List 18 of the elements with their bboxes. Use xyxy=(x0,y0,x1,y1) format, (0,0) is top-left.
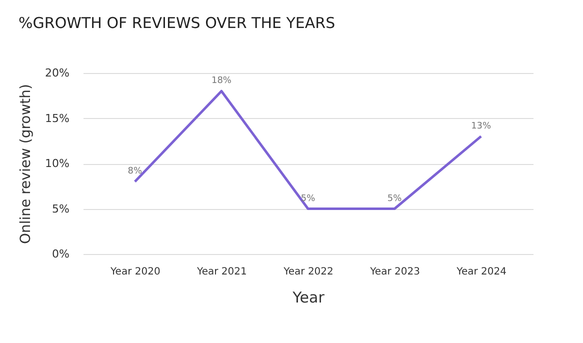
x-tick-label: Year 2023 xyxy=(369,266,420,278)
x-axis-title: Year xyxy=(292,288,326,306)
y-tick-label: 20% xyxy=(45,66,70,80)
x-tick-label: Year 2022 xyxy=(282,266,334,278)
data-label: 13% xyxy=(471,121,492,132)
data-label: 8% xyxy=(128,166,143,177)
data-label: 5% xyxy=(300,194,316,204)
x-tick-label: Year 2020 xyxy=(110,266,160,278)
x-tick-label: Year 2024 xyxy=(456,266,506,278)
data-label: 5% xyxy=(387,194,402,204)
y-tick-label: 10% xyxy=(45,157,70,170)
y-axis-title: Online review (growth) xyxy=(18,84,34,244)
y-tick-label: 15% xyxy=(45,112,70,125)
y-tick-label: 0% xyxy=(52,248,70,260)
y-tick-label: 5% xyxy=(52,202,70,216)
chart-title: %GROWTH OF REVIEWS OVER THE YEARS xyxy=(18,14,336,32)
data-label: 18% xyxy=(211,76,232,86)
x-tick-label: Year 2021 xyxy=(196,266,247,278)
